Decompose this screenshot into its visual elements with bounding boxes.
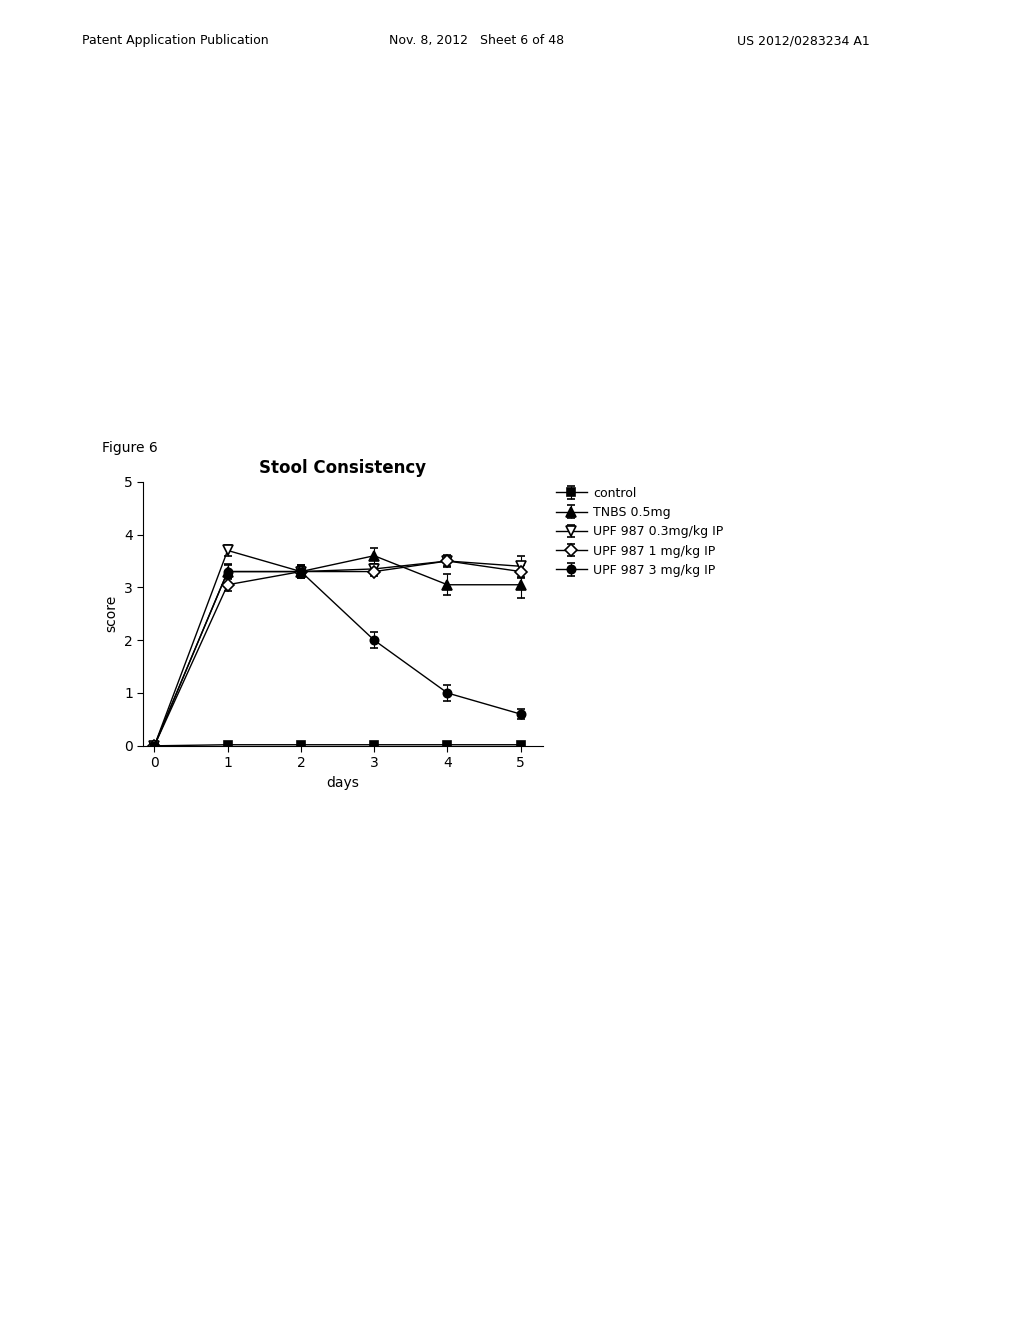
Text: US 2012/0283234 A1: US 2012/0283234 A1 [737,34,870,48]
Legend: control, TNBS 0.5mg, UPF 987 0.3mg/kg IP, UPF 987 1 mg/kg IP, UPF 987 3 mg/kg IP: control, TNBS 0.5mg, UPF 987 0.3mg/kg IP… [551,482,728,582]
Text: Figure 6: Figure 6 [102,441,158,455]
Text: Patent Application Publication: Patent Application Publication [82,34,268,48]
Title: Stool Consistency: Stool Consistency [259,459,427,478]
X-axis label: days: days [327,776,359,789]
Y-axis label: score: score [104,595,119,632]
Text: Nov. 8, 2012   Sheet 6 of 48: Nov. 8, 2012 Sheet 6 of 48 [389,34,564,48]
